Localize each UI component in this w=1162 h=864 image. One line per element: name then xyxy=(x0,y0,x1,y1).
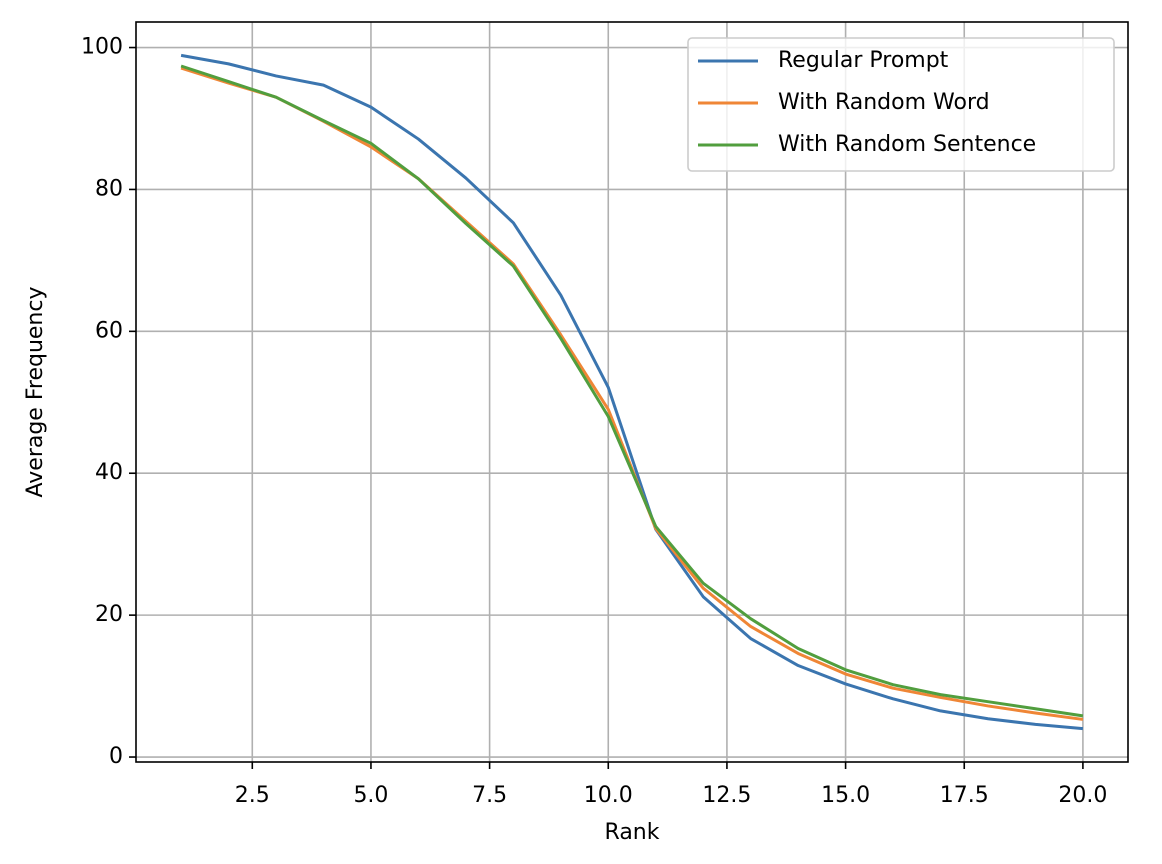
x-tick-label: 15.0 xyxy=(821,783,870,808)
x-tick-label: 10.0 xyxy=(584,783,633,808)
x-axis-label: Rank xyxy=(605,820,660,845)
x-tick-label: 20.0 xyxy=(1058,783,1107,808)
y-axis-label: Average Frequency xyxy=(23,287,48,498)
y-tick-label: 60 xyxy=(95,318,123,343)
x-tick-label: 7.5 xyxy=(472,783,507,808)
x-tick-label: 12.5 xyxy=(702,783,751,808)
series-line xyxy=(180,53,1084,731)
x-tick-label: 17.5 xyxy=(940,783,989,808)
y-tick-label: 0 xyxy=(109,744,123,769)
legend-box xyxy=(687,37,1115,172)
x-tick-label: 2.5 xyxy=(235,783,270,808)
legend-label: Regular Prompt xyxy=(778,48,949,73)
series-line xyxy=(180,64,1084,718)
plot-frame xyxy=(135,21,1129,763)
x-tick-label: 5.0 xyxy=(353,783,388,808)
y-tick-label: 40 xyxy=(95,460,123,485)
y-tick-label: 80 xyxy=(95,176,123,201)
y-tick-label: 100 xyxy=(81,35,123,60)
y-tick-label: 20 xyxy=(95,602,123,627)
legend-label: With Random Word xyxy=(778,90,990,115)
legend-label: With Random Sentence xyxy=(778,132,1036,157)
